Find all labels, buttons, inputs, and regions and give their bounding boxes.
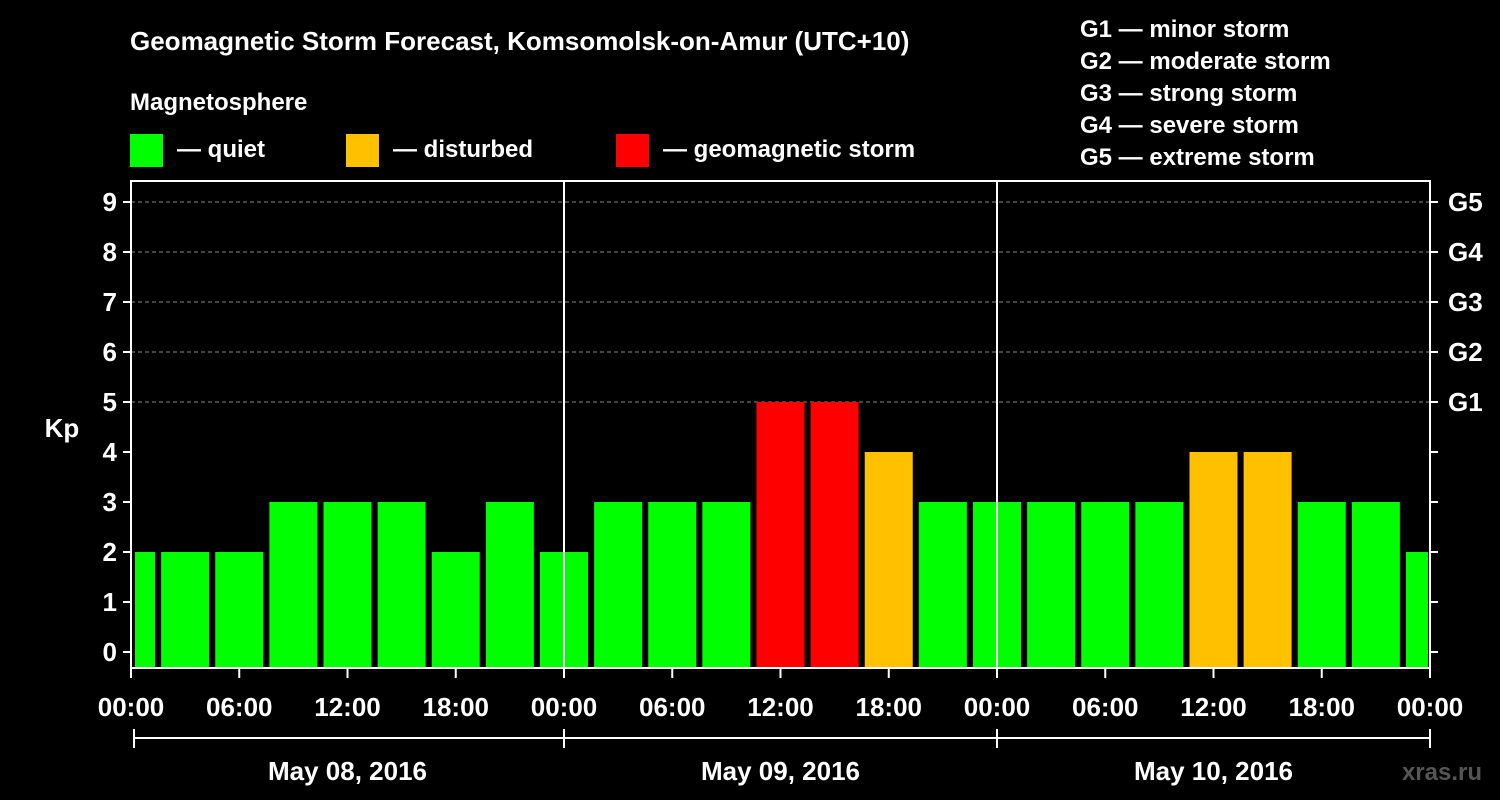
y-tick-label-2: 2 — [103, 537, 117, 567]
y-tick-label-5: 5 — [103, 387, 117, 417]
legend-swatch-0 — [130, 134, 163, 167]
y-tick-label-9: 9 — [103, 187, 117, 217]
bar-14 — [864, 452, 913, 668]
legend-label-1: — disturbed — [393, 136, 533, 163]
bar-20 — [1189, 452, 1238, 668]
x-tick-label-4: 00:00 — [531, 692, 598, 722]
grid-lines — [131, 201, 1430, 403]
bar-11 — [702, 502, 751, 668]
watermark: xras.ru — [1402, 759, 1482, 786]
y-tick-label-7: 7 — [103, 287, 117, 317]
bars — [135, 402, 1428, 668]
x-tick-label-3: 18:00 — [423, 692, 490, 722]
x-tick-label-12: 00:00 — [1397, 692, 1464, 722]
legend-swatch-1 — [346, 134, 379, 167]
storm-scale-item-2: G3 — strong storm — [1080, 80, 1297, 107]
storm-scale-item-3: G4 — severe storm — [1080, 112, 1299, 139]
legend: — quiet — disturbed — geomagnetic storm — [130, 134, 915, 167]
y-tick-label-8: 8 — [103, 237, 117, 267]
bar-9 — [594, 502, 643, 668]
x-tick-label-0: 00:00 — [98, 692, 165, 722]
storm-level-label-G4: G4 — [1448, 237, 1483, 267]
bar-10 — [648, 502, 697, 668]
axes: 0 1 2 3 4 5 6 7 8 9 G1 G2 G3 G4 G5 00:00 06:00 12:00 18:00… — [98, 180, 1483, 786]
x-tick-label-9: 06:00 — [1072, 692, 1139, 722]
bar-6 — [431, 552, 480, 668]
x-tick-label-1: 06:00 — [206, 692, 273, 722]
date-label-1: May 09, 2016 — [701, 756, 860, 786]
storm-scale-item-4: G5 — extreme storm — [1080, 144, 1315, 171]
bar-0 — [135, 552, 155, 668]
legend-swatch-2 — [616, 134, 649, 167]
storm-level-label-G3: G3 — [1448, 287, 1483, 317]
legend-label-2: — geomagnetic storm — [663, 136, 915, 163]
x-tick-label-11: 18:00 — [1289, 692, 1356, 722]
bar-15 — [918, 502, 967, 668]
x-tick-label-7: 18:00 — [856, 692, 923, 722]
legend-title: Magnetosphere — [130, 89, 307, 116]
bar-23 — [1351, 502, 1400, 668]
y-tick-label-0: 0 — [103, 637, 117, 667]
bar-19 — [1135, 502, 1184, 668]
storm-scale-legend: G1 — minor storm G2 — moderate storm G3 — … — [1080, 16, 1331, 171]
storm-scale-item-0: G1 — minor storm — [1080, 16, 1289, 43]
y-tick-label-1: 1 — [103, 587, 117, 617]
bar-24 — [1406, 552, 1428, 668]
storm-level-label-G5: G5 — [1448, 187, 1483, 217]
bar-7 — [485, 502, 534, 668]
storm-level-label-G1: G1 — [1448, 387, 1483, 417]
legend-label-0: — quiet — [177, 136, 265, 163]
bar-18 — [1081, 502, 1130, 668]
storm-scale-item-1: G2 — moderate storm — [1080, 48, 1331, 75]
bar-5 — [377, 502, 426, 668]
date-label-2: May 10, 2016 — [1134, 756, 1293, 786]
x-tick-label-10: 12:00 — [1180, 692, 1247, 722]
storm-level-label-G2: G2 — [1448, 337, 1483, 367]
bar-1 — [161, 552, 210, 668]
y-axis-label: Kp — [45, 413, 80, 443]
bar-17 — [1027, 502, 1076, 668]
bar-13 — [810, 402, 859, 668]
y-tick-label-4: 4 — [103, 437, 118, 467]
y-tick-label-6: 6 — [103, 337, 117, 367]
bar-3 — [269, 502, 318, 668]
bar-2 — [215, 552, 264, 668]
x-tick-label-5: 06:00 — [639, 692, 706, 722]
date-label-0: May 08, 2016 — [268, 756, 427, 786]
y-tick-label-3: 3 — [103, 487, 117, 517]
chart-title: Geomagnetic Storm Forecast, Komsomolsk-o… — [130, 26, 909, 56]
x-tick-label-2: 12:00 — [314, 692, 381, 722]
bar-22 — [1297, 502, 1346, 668]
bar-12 — [756, 402, 805, 668]
x-tick-label-6: 12:00 — [747, 692, 814, 722]
bar-4 — [323, 502, 372, 668]
bar-21 — [1243, 452, 1292, 668]
x-tick-label-8: 00:00 — [964, 692, 1031, 722]
